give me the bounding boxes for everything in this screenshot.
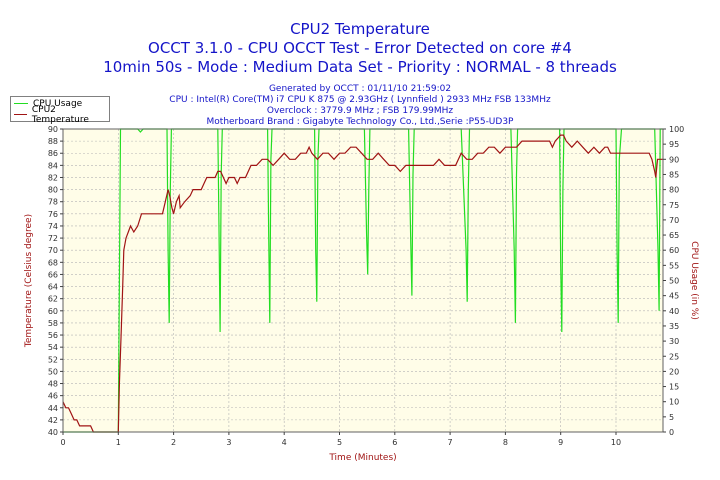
right-tick-label: 85: [669, 170, 679, 179]
right-tick-label: 20: [669, 367, 679, 376]
left-tick-label: 66: [48, 270, 58, 279]
right-tick-label: 25: [669, 352, 679, 361]
left-tick-label: 88: [48, 137, 58, 146]
right-tick-label: 15: [669, 383, 679, 392]
chart-subtitle-test: OCCT 3.1.0 - CPU OCCT Test - Error Detec…: [148, 39, 572, 57]
info-motherboard: Motherboard Brand : Gigabyte Technology …: [206, 117, 514, 127]
legend-item-cpu-usage: CPU Usage: [14, 98, 82, 109]
x-tick-label: 1: [116, 438, 121, 447]
chart-title: CPU2 Temperature: [290, 20, 430, 38]
right-tick-label: 40: [669, 307, 679, 316]
right-tick-label: 0: [669, 428, 674, 437]
x-tick-label: 8: [503, 438, 508, 447]
right-tick-label: 5: [669, 413, 674, 422]
left-tick-label: 44: [48, 404, 58, 413]
series-cpu-usage: [63, 128, 663, 433]
left-tick-label: 74: [48, 222, 58, 231]
left-tick-label: 90: [48, 125, 58, 134]
x-axis-label: Time (Minutes): [328, 453, 396, 463]
left-tick-label: 62: [48, 295, 58, 304]
chart-subtitle-mode: 10min 50s - Mode : Medium Data Set - Pri…: [103, 58, 617, 76]
left-axis-ticks: 40 42 44 46 48 50 52 54 56 58 60 62 64 66 68 70 72 74 76 78…: [48, 125, 63, 437]
left-tick-label: 80: [48, 186, 58, 195]
left-tick-label: 60: [48, 307, 58, 316]
x-axis-ticks: 0 1 2 3 4 5 6 7 8 9 10: [60, 432, 621, 447]
right-tick-label: 75: [669, 201, 679, 210]
x-tick-label: 0: [60, 438, 65, 447]
left-tick-label: 76: [48, 210, 58, 219]
legend-swatch-temperature: [14, 114, 27, 115]
x-tick-label: 5: [337, 438, 342, 447]
left-tick-label: 68: [48, 258, 58, 267]
left-tick-label: 84: [48, 161, 58, 170]
plot-area: [63, 129, 663, 432]
right-tick-label: 95: [669, 140, 679, 149]
x-tick-label: 9: [558, 438, 563, 447]
left-tick-label: 58: [48, 319, 58, 328]
right-tick-label: 55: [669, 261, 679, 270]
legend-label-temperature: CPU2 Temperature: [31, 104, 89, 125]
left-tick-label: 64: [48, 283, 58, 292]
left-tick-label: 42: [48, 416, 58, 425]
right-tick-label: 60: [669, 246, 679, 255]
info-overclock: Overclock : 3779.9 MHz ; FSB 179.99MHz: [266, 106, 454, 116]
left-tick-label: 56: [48, 331, 58, 340]
right-tick-label: 90: [669, 155, 679, 164]
info-generated: Generated by OCCT : 01/11/10 21:59:02: [268, 84, 452, 94]
right-axis-label: CPU Usage (in %): [689, 241, 699, 320]
left-tick-label: 54: [48, 343, 58, 352]
left-tick-label: 86: [48, 149, 58, 158]
x-tick-label: 6: [392, 438, 397, 447]
right-axis-ticks: 0 5 10 15 20 25 30 35 40 45 50 55 60 65 70 75 80 85 90 95 10…: [663, 125, 684, 437]
left-tick-label: 48: [48, 380, 58, 389]
left-tick-label: 50: [48, 367, 58, 376]
right-tick-label: 35: [669, 322, 679, 331]
left-tick-label: 78: [48, 198, 58, 207]
left-tick-label: 70: [48, 246, 58, 255]
x-tick-label: 3: [226, 438, 231, 447]
x-tick-label: 4: [282, 438, 287, 447]
right-tick-label: 80: [669, 186, 679, 195]
legend-item-temperature: CPU2 Temperature: [14, 105, 109, 125]
left-tick-label: 72: [48, 234, 58, 243]
series-layer: [62, 128, 663, 433]
x-tick-label: 7: [448, 438, 453, 447]
legend-label-cpu-usage: CPU Usage: [33, 98, 83, 109]
right-tick-label: 30: [669, 337, 679, 346]
right-tick-label: 100: [669, 125, 684, 134]
x-tick-label: 2: [171, 438, 176, 447]
legend-swatch-cpu-usage: [14, 103, 28, 104]
info-cpu: CPU : Intel(R) Core(TM) i7 CPU K 875 @ 2…: [169, 95, 551, 105]
left-tick-label: 46: [48, 392, 58, 401]
chart-legend: CPU Usage CPU2 Temperature: [10, 96, 110, 125]
left-tick-label: 52: [48, 355, 58, 364]
left-tick-label: 40: [48, 428, 58, 437]
right-tick-label: 45: [669, 292, 679, 301]
right-tick-label: 70: [669, 216, 679, 225]
right-tick-label: 65: [669, 231, 679, 240]
x-tick-label: 10: [611, 438, 621, 447]
left-axis-label: Temperature (Celsius degree): [24, 214, 34, 348]
left-tick-label: 82: [48, 173, 58, 182]
right-tick-label: 10: [669, 398, 679, 407]
series-cpu2-temperature: [62, 134, 663, 433]
right-tick-label: 50: [669, 277, 679, 286]
